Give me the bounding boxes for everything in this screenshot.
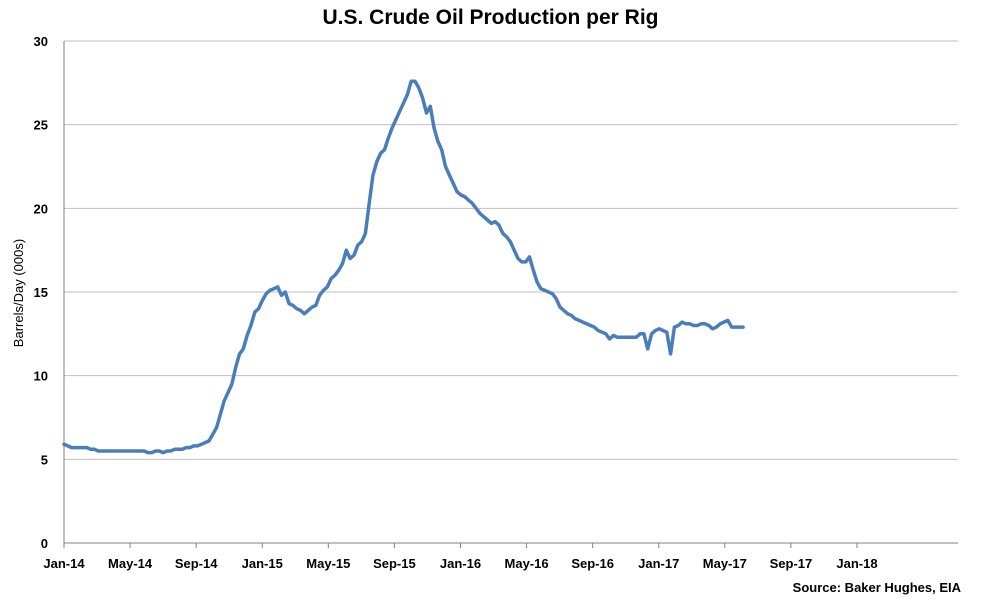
series-line (62, 79, 745, 455)
x-tick-label: Jan-16 (440, 556, 481, 571)
source-note: Source: Baker Hughes, EIA (792, 580, 961, 595)
y-tick-label: 25 (34, 118, 48, 133)
x-tick-label: Sep-15 (373, 556, 416, 571)
x-tick-label: May-15 (306, 556, 350, 571)
x-tick-label: Jan-17 (638, 556, 679, 571)
x-tick-label: May-16 (505, 556, 549, 571)
x-tick-label: Jan-14 (43, 556, 85, 571)
x-tick-label: Sep-14 (175, 556, 218, 571)
y-tick-label: 0 (41, 536, 48, 551)
x-tick-label: May-17 (703, 556, 747, 571)
x-tick-label: May-14 (108, 556, 153, 571)
y-tick-label: 10 (34, 369, 48, 384)
x-tick-label: Jan-18 (836, 556, 877, 571)
x-tick-label: Jan-15 (242, 556, 283, 571)
y-tick-label: 20 (34, 201, 48, 216)
y-axis-label: Barrels/Day (000s) (11, 239, 26, 347)
y-tick-label: 5 (41, 452, 48, 467)
y-tick-label: 30 (34, 34, 48, 49)
x-tick-label: Sep-16 (571, 556, 614, 571)
x-tick-label: Sep-17 (770, 556, 813, 571)
y-tick-label: 15 (34, 285, 48, 300)
chart-title: U.S. Crude Oil Production per Rig (322, 6, 659, 29)
